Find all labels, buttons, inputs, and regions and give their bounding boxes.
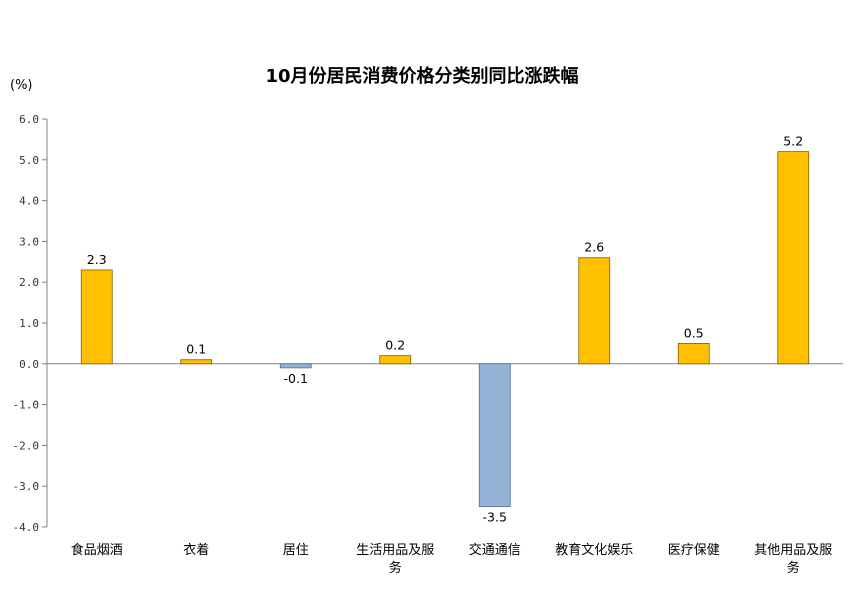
y-tick-label: -4.0	[13, 521, 40, 534]
category-label: 务	[389, 560, 402, 576]
category-label: 衣着	[183, 542, 209, 558]
data-label: -0.1	[284, 371, 308, 386]
bar	[379, 355, 412, 365]
y-tick-label: 6.0	[19, 113, 39, 126]
category-label: 生活用品及服	[356, 543, 434, 558]
y-tick-label: 5.0	[19, 154, 39, 167]
bars	[80, 151, 810, 507]
y-unit-label: (%)	[10, 78, 33, 93]
data-label: 5.2	[783, 134, 803, 149]
axes: 6.0 5.0 4.0 3.0 2.0 1.0 0.0 -1.0 -2.0 -3.0 -4.0	[13, 113, 843, 534]
bar	[578, 257, 611, 365]
category-label: 医疗保健	[668, 543, 720, 558]
category-label: 居住	[283, 543, 309, 558]
y-tick-label: 1.0	[19, 317, 39, 330]
y-tick-label: -2.0	[13, 439, 40, 452]
data-label: -3.5	[483, 510, 507, 525]
category-label: 教育文化娱乐	[555, 542, 633, 558]
data-label: 2.3	[87, 252, 107, 267]
category-label: 务	[787, 560, 800, 576]
y-tick-label: -1.0	[13, 399, 40, 412]
chart-title: 10月份居民消费价格分类别同比涨跌幅	[265, 65, 578, 87]
data-label: 2.6	[584, 240, 604, 255]
bar	[677, 342, 710, 365]
y-tick-label: 2.0	[19, 276, 39, 289]
category-label: 交通通信	[469, 542, 521, 558]
bar	[180, 359, 213, 365]
data-label: 0.2	[385, 338, 405, 353]
data-labels: 2.3 0.1 -0.1 0.2 -3.5 2.6 0.5 5.2	[87, 134, 803, 525]
bar	[777, 151, 810, 365]
category-label: 其他用品及服	[754, 543, 832, 558]
y-tick-label: 3.0	[19, 235, 39, 248]
bar	[478, 363, 511, 507]
y-tick-label: 4.0	[19, 195, 39, 208]
bar	[279, 363, 312, 369]
data-label: 0.1	[186, 342, 206, 357]
y-tick-label: 0.0	[19, 358, 39, 371]
category-label: 食品烟酒	[71, 542, 123, 558]
data-label: 0.5	[684, 325, 704, 340]
bar	[80, 269, 113, 365]
y-tick-label: -3.0	[13, 480, 40, 493]
